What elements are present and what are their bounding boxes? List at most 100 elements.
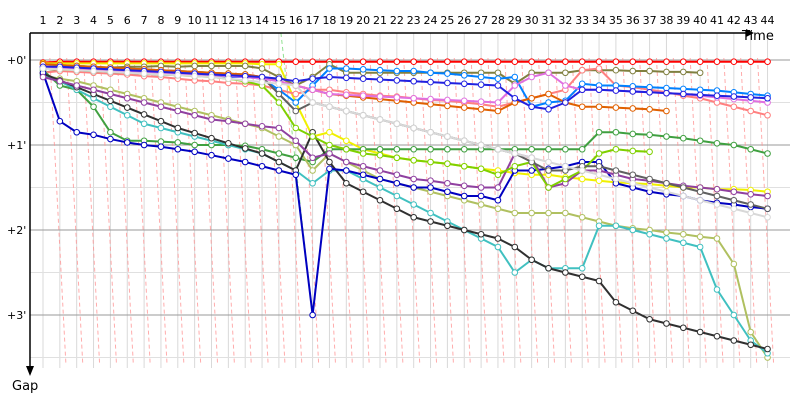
data-point — [696, 328, 704, 336]
data-point — [730, 188, 738, 196]
lap-leader-line — [571, 57, 589, 364]
data-point — [157, 117, 165, 125]
data-point — [225, 75, 232, 82]
data-point — [90, 131, 97, 139]
data-point — [494, 99, 502, 106]
data-point — [629, 130, 637, 138]
data-point — [275, 167, 283, 174]
series-group — [39, 58, 771, 361]
data-point — [713, 286, 721, 293]
data-point — [56, 117, 64, 125]
data-point — [663, 58, 670, 66]
data-point — [444, 145, 451, 153]
data-point — [309, 154, 316, 162]
grid — [30, 33, 790, 368]
data-point — [444, 133, 451, 140]
data-point — [393, 67, 401, 75]
data-point — [376, 151, 384, 159]
lap-leader-line — [217, 57, 235, 364]
data-point — [629, 58, 637, 66]
data-point — [359, 66, 367, 73]
lap-leader-line — [268, 57, 286, 364]
lap-leader-line — [487, 57, 505, 364]
data-point — [545, 209, 552, 217]
series-9 — [39, 69, 771, 319]
data-point — [646, 315, 653, 323]
data-point — [376, 66, 384, 74]
data-point — [494, 235, 502, 242]
x-tick-label: 21 — [373, 14, 387, 27]
data-point — [747, 107, 755, 115]
data-point — [460, 226, 468, 234]
data-point — [157, 143, 165, 150]
data-point — [562, 175, 569, 183]
data-point — [578, 66, 586, 74]
data-point — [123, 94, 131, 102]
data-point — [680, 184, 687, 191]
data-point — [123, 69, 131, 77]
data-point — [680, 58, 687, 66]
data-point — [275, 158, 283, 166]
data-point — [326, 103, 333, 111]
data-point — [410, 157, 418, 164]
data-point — [123, 139, 131, 146]
data-point — [376, 167, 384, 174]
data-point — [696, 243, 704, 251]
data-point — [393, 94, 401, 101]
data-point — [410, 145, 418, 153]
data-point — [545, 184, 552, 191]
data-point — [494, 107, 502, 115]
x-tick-label: 20 — [356, 14, 370, 27]
lap-leader-line — [723, 57, 741, 364]
data-point — [663, 133, 670, 140]
data-point — [258, 150, 266, 157]
data-point — [393, 154, 401, 162]
data-point — [511, 162, 519, 170]
data-point — [528, 94, 535, 102]
data-point — [444, 70, 451, 77]
data-point — [376, 93, 384, 100]
data-point — [713, 185, 721, 193]
data-point — [460, 162, 468, 170]
data-point — [376, 58, 384, 66]
data-point — [326, 158, 333, 166]
x-tick-label: 22 — [390, 14, 404, 27]
data-point — [629, 171, 637, 179]
lap-leader-line — [554, 57, 572, 364]
data-point — [545, 145, 552, 153]
data-point — [444, 96, 451, 104]
data-point — [343, 58, 350, 66]
data-point — [427, 218, 434, 225]
lap-leader-line — [352, 57, 370, 364]
x-axis-arrow — [746, 29, 754, 37]
data-point — [713, 192, 721, 200]
data-point — [393, 205, 401, 213]
x-tick-label: 19 — [339, 14, 353, 27]
lap-leader-line — [605, 57, 623, 364]
lap-leader-line — [453, 57, 471, 364]
data-point — [427, 209, 434, 217]
data-point — [444, 188, 451, 196]
data-point — [410, 213, 418, 221]
data-point — [663, 320, 670, 327]
data-point — [410, 124, 418, 132]
data-point — [494, 145, 502, 153]
y-axis-arrow — [26, 366, 34, 376]
data-point — [612, 128, 620, 136]
lap-leader-line — [521, 57, 539, 364]
data-point — [713, 235, 721, 242]
data-point — [545, 58, 552, 66]
lap-leader-line — [335, 57, 353, 364]
data-point — [359, 150, 367, 157]
data-point — [410, 67, 418, 75]
data-point — [343, 145, 350, 153]
data-point — [174, 107, 182, 115]
x-tick-label: 23 — [407, 14, 421, 27]
data-point — [191, 72, 198, 80]
data-point — [39, 73, 47, 81]
axes: Time Gap — [12, 29, 774, 394]
data-point — [73, 128, 80, 136]
data-point — [764, 345, 771, 353]
data-point — [292, 82, 300, 89]
data-point — [713, 201, 721, 208]
